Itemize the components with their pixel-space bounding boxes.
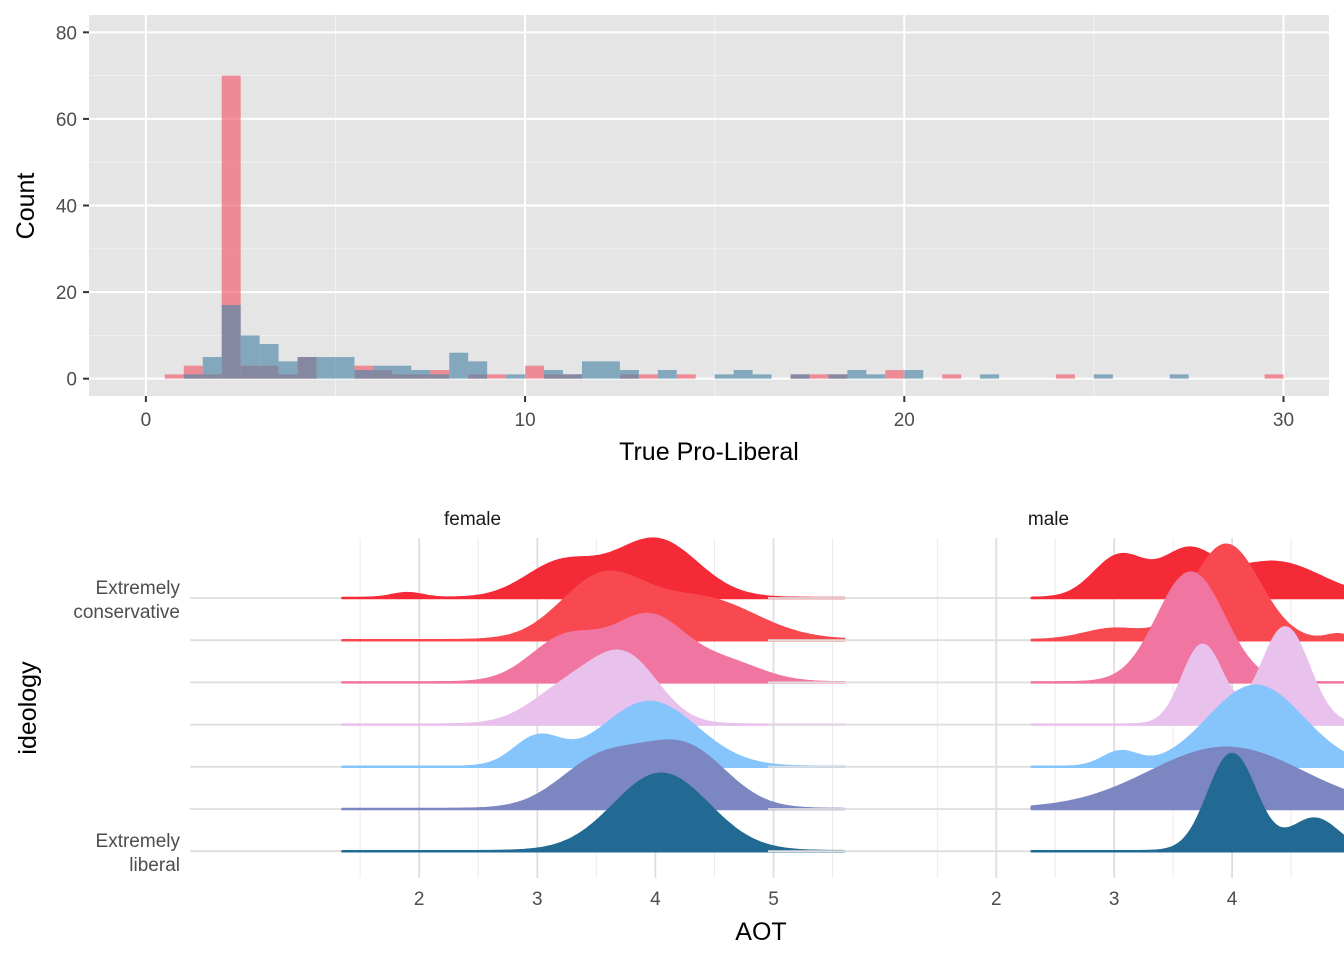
ridgeline-y-tick-label-line: liberal [129,855,180,876]
ridgeline-density-level-3 [341,649,846,726]
ridgeline-x-axis-title: AOT [735,918,786,946]
ridgeline-y-axis-title: ideology [14,661,42,755]
histogram-bar-blue [240,335,260,379]
histogram-bar-blue [752,374,772,379]
histogram-bar-blue [278,361,298,379]
histogram-bar-blue [354,370,374,379]
histogram-panel: 0 10 20 30 0 20 40 60 80 True Pro-Liberal Count [12,15,1329,466]
histogram-bar-blue [790,374,810,379]
histogram-bar-red [221,75,241,379]
histogram-bar-blue [828,374,848,379]
ridgeline-y-tick-label-line: Extremely [96,578,181,599]
histogram-bar-red [638,374,658,379]
histogram-bar-blue [733,370,753,379]
histogram-bar-red [676,374,696,379]
ridgeline-x-tick-label: 2 [991,889,1002,910]
ridgeline-density-level-2 [341,612,846,684]
histogram-bars [164,75,1284,379]
ridgeline-y-tick-label-line: Extremely [96,831,181,852]
histogram-bar-blue [411,370,431,379]
histogram-bar-blue [392,365,412,379]
histogram-bar-blue [904,370,924,379]
histogram-bar-red [885,370,905,379]
histogram-bar-blue [563,374,582,379]
histogram-y-tick-label: 0 [66,370,77,391]
histogram-bar-blue [430,374,450,379]
histogram-bar-blue [202,357,222,379]
histogram-axes: 0 10 20 30 0 20 40 60 80 [56,23,1294,431]
ridgeline-y-tick-labels: Extremely conservative Extremely liberal [73,578,180,876]
histogram-bar-blue [259,344,279,379]
histogram-y-tick-label: 20 [56,283,77,304]
ridgeline-x-tick-label: 4 [650,889,661,910]
histogram-bar-red [525,365,545,379]
histogram-bar-blue [581,361,601,379]
facet-strip-label: male [1028,509,1069,530]
ridgeline-x-tick-label: 3 [532,889,543,910]
histogram-bar-blue [544,370,564,379]
ridgeline-facet-female: female 2 3 4 5 [190,509,846,910]
facet-strip-label: female [444,509,501,530]
histogram-bar-blue [221,305,241,379]
histogram-bar-red [809,374,829,379]
histogram-bar-blue [335,357,355,379]
ridgeline-density-level-4 [1030,684,1344,769]
ridgeline-x-tick-label: 2 [414,889,425,910]
histogram-bar-blue [183,374,203,379]
histogram-y-tick-label: 40 [56,197,77,218]
histogram-bar-blue [297,357,317,379]
histogram-x-tick-label: 20 [894,410,915,431]
histogram-bar-blue [468,361,488,379]
histogram-bar-blue [449,352,469,379]
histogram-x-axis-title: True Pro-Liberal [619,438,799,466]
histogram-bar-blue [619,370,639,379]
ridgeline-y-tick-label: Extremely conservative [73,578,180,623]
histogram-y-tick-label: 60 [56,110,77,131]
histogram-bar-blue [373,365,393,379]
histogram-x-tick-label: 10 [515,410,536,431]
histogram-bar-red [1055,374,1075,379]
histogram-bar-blue [316,357,336,379]
ridgeline-density-level-0 [341,537,846,600]
histogram-bar-blue [657,370,677,379]
histogram-bar-blue [1093,374,1113,379]
ridgeline-y-tick-label-line: conservative [73,602,180,623]
histogram-bar-red [942,374,962,379]
ridgeline-density-level-2 [1030,571,1344,684]
histogram-bar-blue [866,374,886,379]
histogram-bar-blue [600,361,620,379]
histogram-bar-red [164,374,184,379]
ridgeline-density-level-4 [341,700,846,769]
ridgeline-density-level-1 [341,570,846,642]
ridgeline-x-tick-label: 4 [1227,889,1238,910]
histogram-bar-blue [1169,374,1189,379]
histogram-bar-blue [714,374,734,379]
ridgeline-facets: female2345male2345 [190,509,1344,910]
histogram-y-axis-title: Count [12,173,40,240]
ridgeline-facet-male: male 2 3 4 5 [768,509,1344,910]
histogram-bar-red [1264,374,1284,379]
histogram-bar-blue [506,374,526,379]
ridgeline-density-level-5 [1030,746,1344,811]
histogram-x-tick-label: 0 [141,410,152,431]
histogram-y-tick-label: 80 [56,23,77,44]
histogram-gridlines [89,15,1329,396]
ridgeline-density-level-5 [341,739,846,811]
histogram-bar-blue [847,370,867,379]
ridgeline-y-tick-label: Extremely liberal [96,831,181,876]
histogram-x-tick-label: 30 [1273,410,1294,431]
ridgeline-density-level-6 [1030,752,1344,853]
histogram-bar-red [487,374,507,379]
ridgeline-panel: female2345male2345 Extremelyconservative… [14,509,1344,946]
ridgeline-x-tick-label: 5 [768,889,779,910]
ridgeline-density-level-6 [341,772,846,853]
ridgeline-x-tick-label: 3 [1109,889,1120,910]
histogram-bar-blue [980,374,1000,379]
